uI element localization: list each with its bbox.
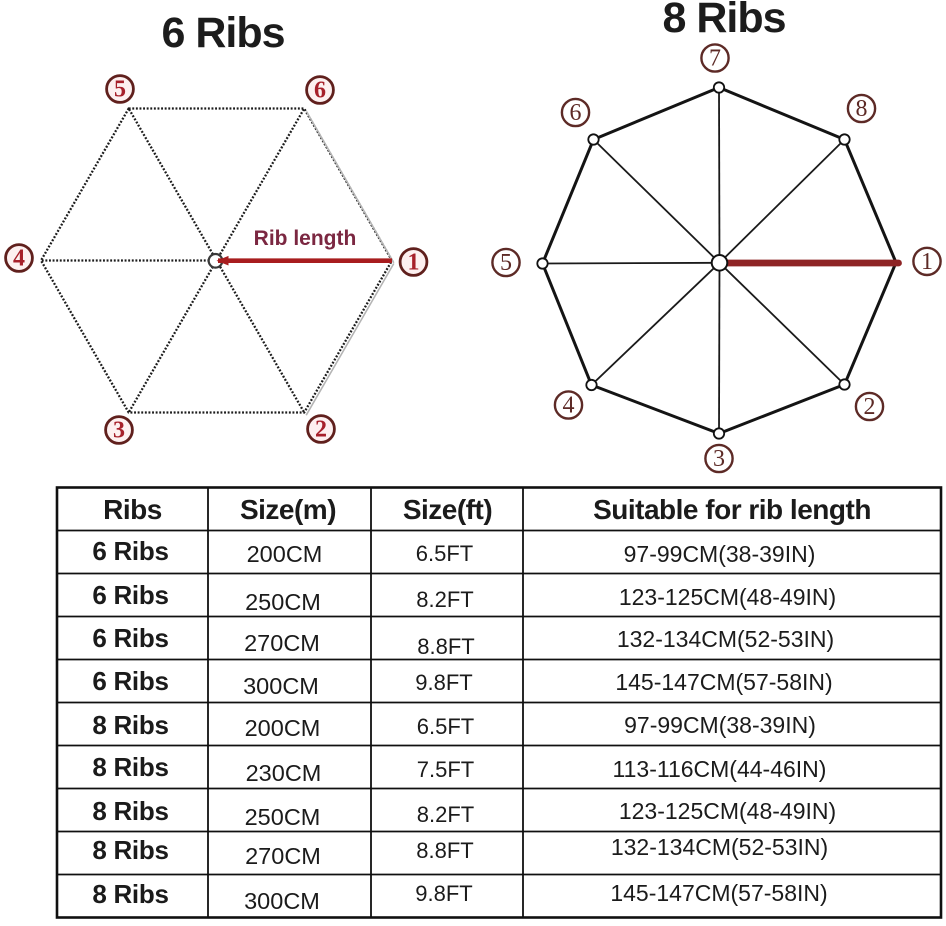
svg-text:145-147CM(57-58IN): 145-147CM(57-58IN): [610, 880, 827, 906]
svg-text:8.8FT: 8.8FT: [417, 634, 474, 659]
svg-text:8 Ribs: 8 Ribs: [92, 752, 168, 782]
svg-text:8 Ribs: 8 Ribs: [92, 796, 168, 826]
svg-text:132-134CM(52-53IN): 132-134CM(52-53IN): [617, 626, 834, 652]
svg-text:2: 2: [315, 417, 327, 443]
svg-text:1: 1: [408, 250, 420, 276]
svg-text:250CM: 250CM: [245, 589, 321, 615]
svg-text:Ribs: Ribs: [103, 494, 162, 525]
svg-text:200CM: 200CM: [247, 541, 323, 567]
svg-text:270CM: 270CM: [245, 843, 321, 869]
svg-text:8 Ribs: 8 Ribs: [92, 835, 168, 865]
svg-text:Suitable for rib length: Suitable for rib length: [593, 494, 871, 525]
svg-text:6 Ribs: 6 Ribs: [92, 580, 168, 610]
svg-text:7.5FT: 7.5FT: [417, 757, 474, 782]
svg-text:8 Ribs: 8 Ribs: [92, 710, 168, 740]
svg-text:145-147CM(57-58IN): 145-147CM(57-58IN): [615, 669, 832, 695]
svg-text:9.8FT: 9.8FT: [415, 670, 472, 695]
svg-text:6 Ribs: 6 Ribs: [161, 9, 284, 57]
svg-text:113-116CM(44-46IN): 113-116CM(44-46IN): [613, 756, 827, 782]
svg-text:230CM: 230CM: [246, 760, 322, 786]
svg-text:2: 2: [864, 394, 876, 420]
svg-text:Rib length: Rib length: [254, 227, 357, 250]
svg-text:97-99CM(38-39IN): 97-99CM(38-39IN): [624, 712, 816, 738]
svg-text:8 Ribs: 8 Ribs: [662, 0, 785, 42]
svg-text:8.8FT: 8.8FT: [416, 838, 473, 863]
svg-text:9.8FT: 9.8FT: [415, 881, 472, 906]
svg-text:1: 1: [921, 249, 933, 275]
svg-text:3: 3: [713, 446, 725, 472]
svg-text:123-125CM(48-49IN): 123-125CM(48-49IN): [619, 584, 836, 610]
svg-text:6: 6: [570, 100, 582, 126]
svg-text:6 Ribs: 6 Ribs: [92, 623, 168, 653]
svg-text:123-125CM(48-49IN): 123-125CM(48-49IN): [619, 798, 836, 824]
svg-text:8 Ribs: 8 Ribs: [92, 879, 168, 909]
svg-text:3: 3: [113, 418, 125, 444]
svg-text:6.5FT: 6.5FT: [417, 714, 474, 739]
svg-text:200CM: 200CM: [245, 715, 321, 741]
svg-text:4: 4: [13, 246, 25, 272]
svg-text:8.2FT: 8.2FT: [417, 802, 474, 827]
svg-text:5: 5: [500, 250, 512, 276]
svg-text:8: 8: [856, 96, 868, 122]
svg-text:Size(ft): Size(ft): [403, 494, 492, 525]
svg-text:6 Ribs: 6 Ribs: [92, 536, 168, 566]
svg-text:6.5FT: 6.5FT: [416, 541, 473, 566]
svg-text:300CM: 300CM: [243, 673, 319, 699]
svg-text:Size(m): Size(m): [240, 494, 336, 525]
svg-text:6 Ribs: 6 Ribs: [92, 666, 168, 696]
svg-text:300CM: 300CM: [244, 888, 320, 914]
svg-text:97-99CM(38-39IN): 97-99CM(38-39IN): [624, 541, 816, 567]
svg-text:5: 5: [114, 77, 126, 103]
svg-text:250CM: 250CM: [245, 804, 321, 830]
svg-text:7: 7: [709, 46, 721, 72]
svg-text:8.2FT: 8.2FT: [416, 587, 473, 612]
svg-text:132-134CM(52-53IN): 132-134CM(52-53IN): [611, 834, 828, 860]
svg-text:4: 4: [563, 393, 575, 419]
svg-text:6: 6: [314, 78, 326, 104]
svg-text:270CM: 270CM: [244, 630, 320, 656]
